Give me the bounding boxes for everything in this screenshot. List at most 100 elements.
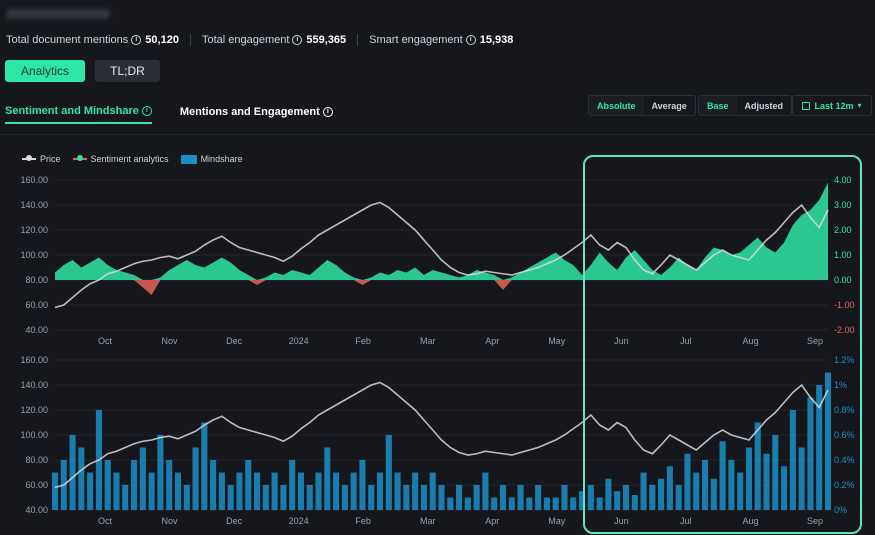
stat-value: 50,120 — [145, 34, 179, 46]
mindshare-bar — [789, 410, 796, 510]
tldr-button[interactable]: TL;DR — [95, 60, 160, 82]
mindshare-bar — [306, 485, 313, 510]
mindshare-bar — [754, 422, 761, 510]
x-tick-label: Aug — [742, 516, 758, 526]
mindshare-bar — [737, 472, 744, 510]
divider — [189, 34, 191, 46]
price-legend-icon — [22, 155, 36, 161]
y-right-tick-label: 0.8% — [834, 405, 855, 415]
mindshare-bar — [245, 460, 252, 510]
mindshare-bar — [816, 385, 823, 510]
y-left-tick-label: 140.00 — [20, 380, 48, 390]
x-tick-label: Dec — [226, 336, 243, 346]
mindshare-bar — [499, 485, 507, 510]
y-right-tick-label: 4.00 — [834, 175, 852, 185]
y-right-tick-label: 2.00 — [834, 225, 852, 235]
y-right-tick-label: 1.2% — [834, 355, 855, 365]
mindshare-bar — [148, 472, 155, 510]
mindshare-bar — [614, 491, 621, 510]
y-left-tick-label: 60.00 — [25, 480, 48, 490]
info-icon[interactable]: i — [131, 35, 142, 45]
mindshare-bar — [280, 485, 287, 510]
x-tick-label: Feb — [355, 336, 371, 346]
x-tick-label: Dec — [226, 516, 243, 526]
x-tick-label: Jun — [614, 336, 629, 346]
stat-smart-engagement: Smart engagement i 15,938 — [369, 34, 513, 46]
mindshare-bar — [763, 453, 770, 510]
mindshare-bar — [315, 472, 322, 510]
mindshare-bar — [262, 485, 269, 510]
y-right-tick-label: 1.00 — [834, 250, 852, 260]
absolute-average-toggle: Absolute Average — [588, 95, 696, 116]
chevron-down-icon: ▾ — [857, 101, 862, 110]
x-tick-label: Jun — [614, 516, 629, 526]
absolute-button[interactable]: Absolute — [589, 96, 644, 115]
y-right-tick-label: 0% — [834, 505, 847, 515]
legend-sentiment[interactable]: Sentiment analytics — [72, 154, 169, 164]
y-left-tick-label: 100.00 — [20, 430, 48, 440]
mindshare-bar — [728, 460, 735, 510]
mindshare-bar — [640, 472, 647, 510]
tab-mentions-engagement[interactable]: Mentions and Engagement i — [180, 100, 333, 124]
stat-label: Smart engagement — [369, 34, 463, 46]
y-left-tick-label: 40.00 — [25, 505, 48, 515]
y-left-tick-label: 40.00 — [25, 325, 48, 335]
mindshare-bar — [570, 497, 577, 510]
legend-price[interactable]: Price — [22, 154, 61, 164]
mindshare-bar — [807, 397, 814, 510]
mindshare-bar — [139, 447, 146, 510]
info-icon[interactable]: i — [465, 35, 476, 45]
x-tick-label: May — [548, 516, 566, 526]
mindshare-bar — [350, 472, 357, 510]
x-tick-label: Sep — [807, 516, 823, 526]
mindshare-bar — [236, 472, 243, 510]
mindshare-bar — [781, 466, 788, 510]
analytics-button[interactable]: Analytics — [5, 60, 85, 82]
mindshare-bar — [166, 460, 173, 510]
mindshare-bar — [192, 447, 199, 510]
mindshare-bar — [51, 472, 59, 510]
x-tick-label: Mar — [420, 516, 436, 526]
chart-tabs: Sentiment and Mindshare i Mentions and E… — [5, 100, 361, 124]
base-button[interactable]: Base — [699, 96, 737, 115]
info-icon[interactable]: i — [141, 106, 152, 116]
legend-label: Mindshare — [200, 154, 243, 164]
mindshare-bar — [87, 472, 94, 510]
stat-value: 559,365 — [306, 34, 347, 46]
mindshare-bar — [798, 447, 805, 510]
date-range-select[interactable]: Last 12m ▾ — [792, 95, 872, 116]
y-right-tick-label: -2.00 — [834, 325, 855, 335]
info-icon[interactable]: i — [292, 35, 303, 45]
mindshare-bar — [218, 472, 225, 510]
divider — [357, 34, 359, 46]
mindshare-bar — [772, 435, 779, 510]
y-right-tick-label: -1.00 — [834, 300, 855, 310]
price-line — [54, 381, 829, 489]
y-right-tick-label: 0.6% — [834, 430, 855, 440]
stat-total-engagement: Total engagement i 559,365 — [202, 34, 346, 46]
info-icon[interactable]: i — [322, 107, 333, 117]
x-tick-label: 2024 — [289, 516, 309, 526]
x-tick-label: 2024 — [289, 336, 309, 346]
sentiment-mindshare-chart: 160.00 140.00 120.00 100.00 80.00 60.00 40.00 4… — [20, 175, 855, 526]
sentiment-negative-area — [55, 280, 828, 295]
mindshare-bar — [69, 435, 76, 510]
mindshare-bar — [561, 485, 568, 510]
average-button[interactable]: Average — [651, 100, 687, 111]
y-right-tick-label: 0.2% — [834, 480, 855, 490]
calendar-icon — [802, 101, 811, 110]
legend-label: Sentiment analytics — [90, 154, 169, 164]
mindshare-bar — [649, 485, 656, 510]
x-tick-label: Mar — [420, 336, 436, 346]
section-divider — [0, 134, 875, 135]
adjusted-button[interactable]: Adjusted — [744, 100, 784, 111]
tab-sentiment-mindshare[interactable]: Sentiment and Mindshare i — [5, 100, 152, 124]
y-left-tick-label: 80.00 — [25, 275, 48, 285]
y-left-tick-label: 60.00 — [25, 300, 48, 310]
project-title-blurred — [6, 9, 110, 19]
legend-mindshare[interactable]: Mindshare — [180, 154, 243, 164]
y-right-tick-label: 0.4% — [834, 455, 855, 465]
mindshare-bar — [253, 472, 261, 510]
x-tick-label: Apr — [485, 516, 499, 526]
y-left-tick-label: 80.00 — [25, 455, 48, 465]
